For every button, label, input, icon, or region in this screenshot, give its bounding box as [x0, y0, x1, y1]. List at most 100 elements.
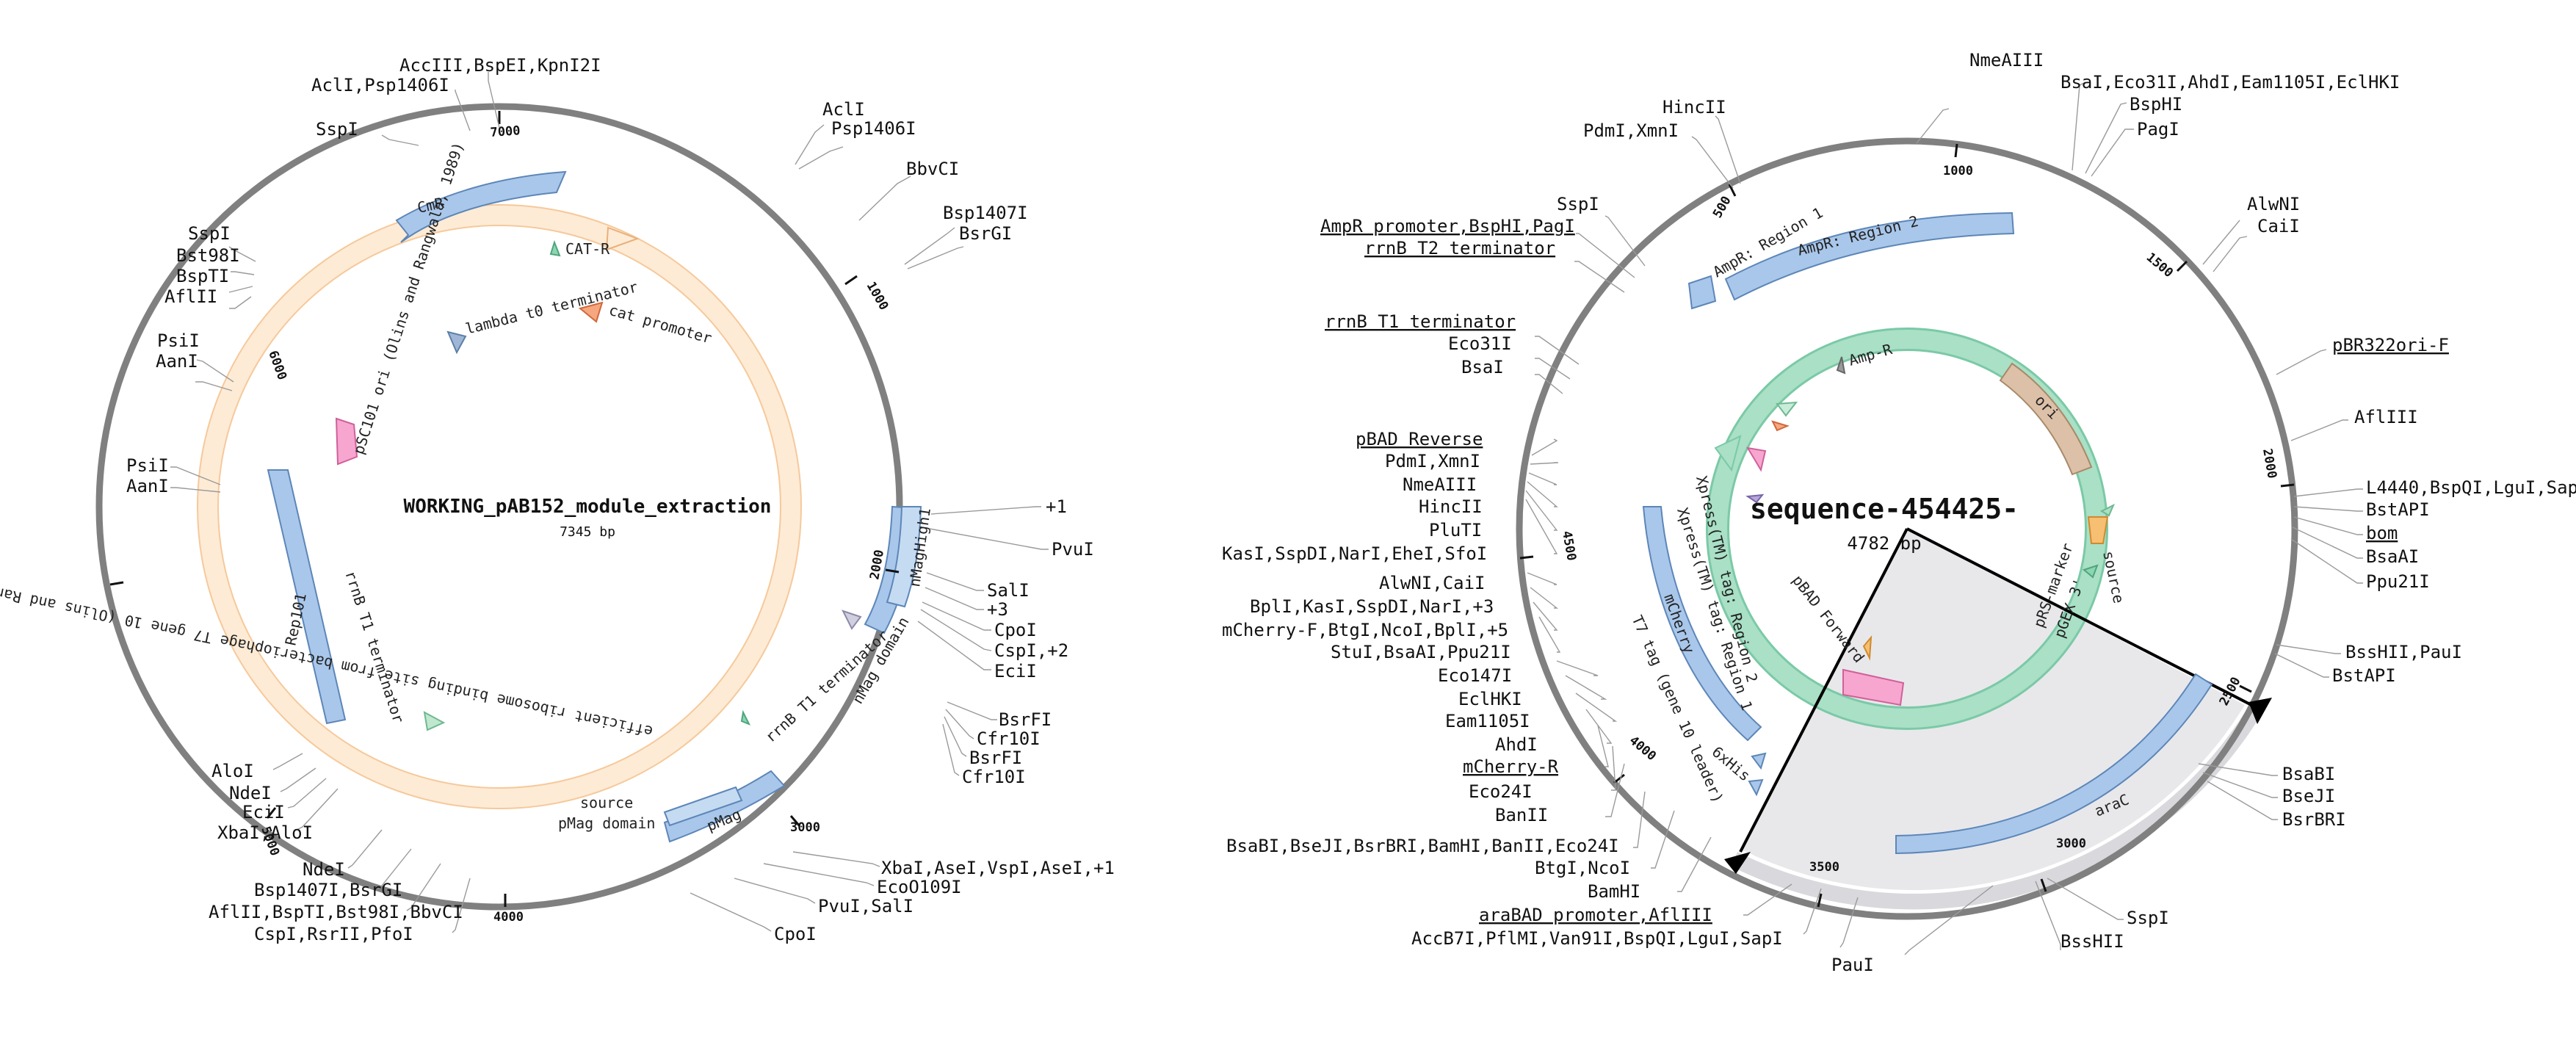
enz-r-39: BanII — [1495, 805, 1548, 825]
enz-r-21: BssHII,PauI — [2345, 642, 2462, 662]
enz-r-14: pBR322ori-F — [2332, 335, 2449, 355]
leader-line — [1817, 893, 1823, 908]
leader-line — [1803, 888, 1822, 935]
leader-line — [2085, 102, 2127, 174]
enz-r-20: Ppu21I — [2366, 571, 2430, 592]
leader-line — [2072, 82, 2086, 171]
leader-line — [1525, 499, 1558, 554]
leader-line — [1611, 745, 1616, 791]
leader-line — [287, 778, 327, 809]
leader-line — [170, 487, 221, 493]
leader-line — [381, 134, 419, 146]
enz-r-6: SspI — [1557, 194, 1599, 214]
source-ring-fill — [198, 206, 800, 808]
enz-r-9: rrnB T1 terminator — [1325, 311, 1516, 332]
enz-l-33: AflII,BspTI,Bst98I,BbvCI — [209, 902, 463, 922]
enz-r-19: BsaAI — [2366, 546, 2419, 567]
enz-r-17: BstAPI — [2366, 499, 2430, 520]
feature-lambda-t0 — [446, 330, 467, 355]
leader-line — [792, 851, 880, 867]
feature-pink-marker — [1842, 668, 1905, 706]
enz-l-4: Psp1406I — [831, 118, 916, 139]
enz-r-7: AmpR promoter,BspHI,PagI — [1320, 216, 1575, 236]
tick-r-4000: 4000 — [1627, 734, 1659, 764]
enz-l-24: Cfr10I — [977, 728, 1041, 749]
leader-line — [945, 709, 974, 739]
leader-line — [1904, 885, 1994, 955]
leader-line — [1527, 481, 1558, 507]
leader-line — [170, 466, 221, 485]
enz-r-1: BsaI,Eco31I,AhdI,Eam1105I,EclHKI — [2061, 72, 2400, 93]
leader-line — [1530, 587, 1559, 609]
enz-l-17: PvuI — [1052, 539, 1094, 560]
enz-l-28: NdeI — [229, 783, 272, 803]
feature-psc101-ori — [335, 417, 358, 466]
enz-l-1: AclI,Psp1406I — [311, 75, 449, 95]
feature-label-pmag-domain: pMag domain — [558, 814, 655, 832]
enz-l-31: NdeI — [303, 859, 345, 880]
enz-r-25: NmeAIII — [1403, 474, 1477, 495]
leader-line — [1597, 725, 1609, 767]
leader-line — [789, 815, 801, 827]
feature-rrnb-t1-right — [842, 610, 862, 630]
enz-r-47: SspI — [2127, 908, 2169, 928]
feature-label-pbad-forward: pBAD Forward — [1789, 571, 1868, 666]
leader-line — [347, 829, 383, 869]
enz-l-30: XbaI,AloI — [217, 822, 313, 843]
leader-line — [1604, 215, 1646, 267]
feature-rrnb-t1-left — [423, 711, 446, 731]
leader-line — [280, 767, 316, 792]
leader-line — [488, 72, 500, 129]
leader-line — [1535, 358, 1571, 380]
leader-line — [1565, 675, 1607, 700]
leader-line — [2276, 349, 2327, 375]
enz-r-11: BsaI — [1461, 357, 1504, 377]
leader-line — [1651, 810, 1675, 869]
leader-line — [1556, 660, 1599, 676]
leader-line — [296, 788, 339, 831]
map-right: 500 1000 1500 2000 2500 3000 3500 4000 4… — [1222, 50, 2576, 975]
enz-r-16: L4440,BspQI,LguI,Sap — [2366, 477, 2576, 498]
leader-line — [1528, 472, 1557, 485]
feature-rbs-marker — [740, 709, 751, 726]
feature-arac — [1895, 673, 2213, 855]
leader-line — [266, 807, 277, 819]
feature-6xhis-marker — [1751, 752, 1767, 770]
tick-r-3500: 3500 — [1809, 860, 1839, 875]
feature-label-source: source — [2099, 549, 2127, 605]
selection-arrow-end — [2248, 698, 2272, 724]
leader-line — [907, 246, 964, 270]
leader-line — [763, 863, 875, 886]
enz-r-43: araBAD promoter,AflIII — [1479, 905, 1712, 925]
enz-r-37: mCherry-R — [1463, 756, 1559, 777]
tick-r-4500: 4500 — [1559, 529, 1579, 562]
enz-l-37: EcoO109I — [877, 877, 962, 897]
leader-line — [229, 296, 252, 309]
enz-r-2: BspHI — [2130, 94, 2182, 115]
tick-6000: 6000 — [265, 349, 289, 382]
leader-line — [922, 601, 991, 631]
leader-line — [925, 587, 984, 610]
selection-line-start — [1739, 528, 1909, 853]
leader-line — [2280, 483, 2295, 488]
enz-l-16: +1 — [1046, 496, 1067, 517]
feature-nmag-domain-b — [886, 506, 922, 608]
leader-line — [844, 275, 858, 286]
leader-line — [1715, 115, 1741, 184]
leader-line — [1613, 773, 1625, 784]
enz-r-18: bom — [2366, 523, 2398, 543]
map-title-right: sequence-454425- — [1750, 493, 2019, 525]
enz-r-28: KasI,SspDI,NarI,EheI,SfoI — [1222, 543, 1487, 564]
leader-line — [2293, 488, 2363, 497]
leader-line — [2207, 781, 2278, 820]
feature-mcherry — [1642, 506, 1762, 742]
feature-pmag-domain — [663, 786, 743, 827]
leader-line — [2091, 129, 2134, 177]
enz-l-9: Bst98I — [176, 245, 240, 266]
enz-r-30: BplI,KasI,SspDI,NarI,+3 — [1250, 596, 1494, 617]
leader-line — [2202, 220, 2240, 265]
enz-l-27: AloI — [211, 761, 254, 781]
enz-l-25: BsrFI — [969, 748, 1022, 768]
leader-line — [858, 176, 911, 221]
